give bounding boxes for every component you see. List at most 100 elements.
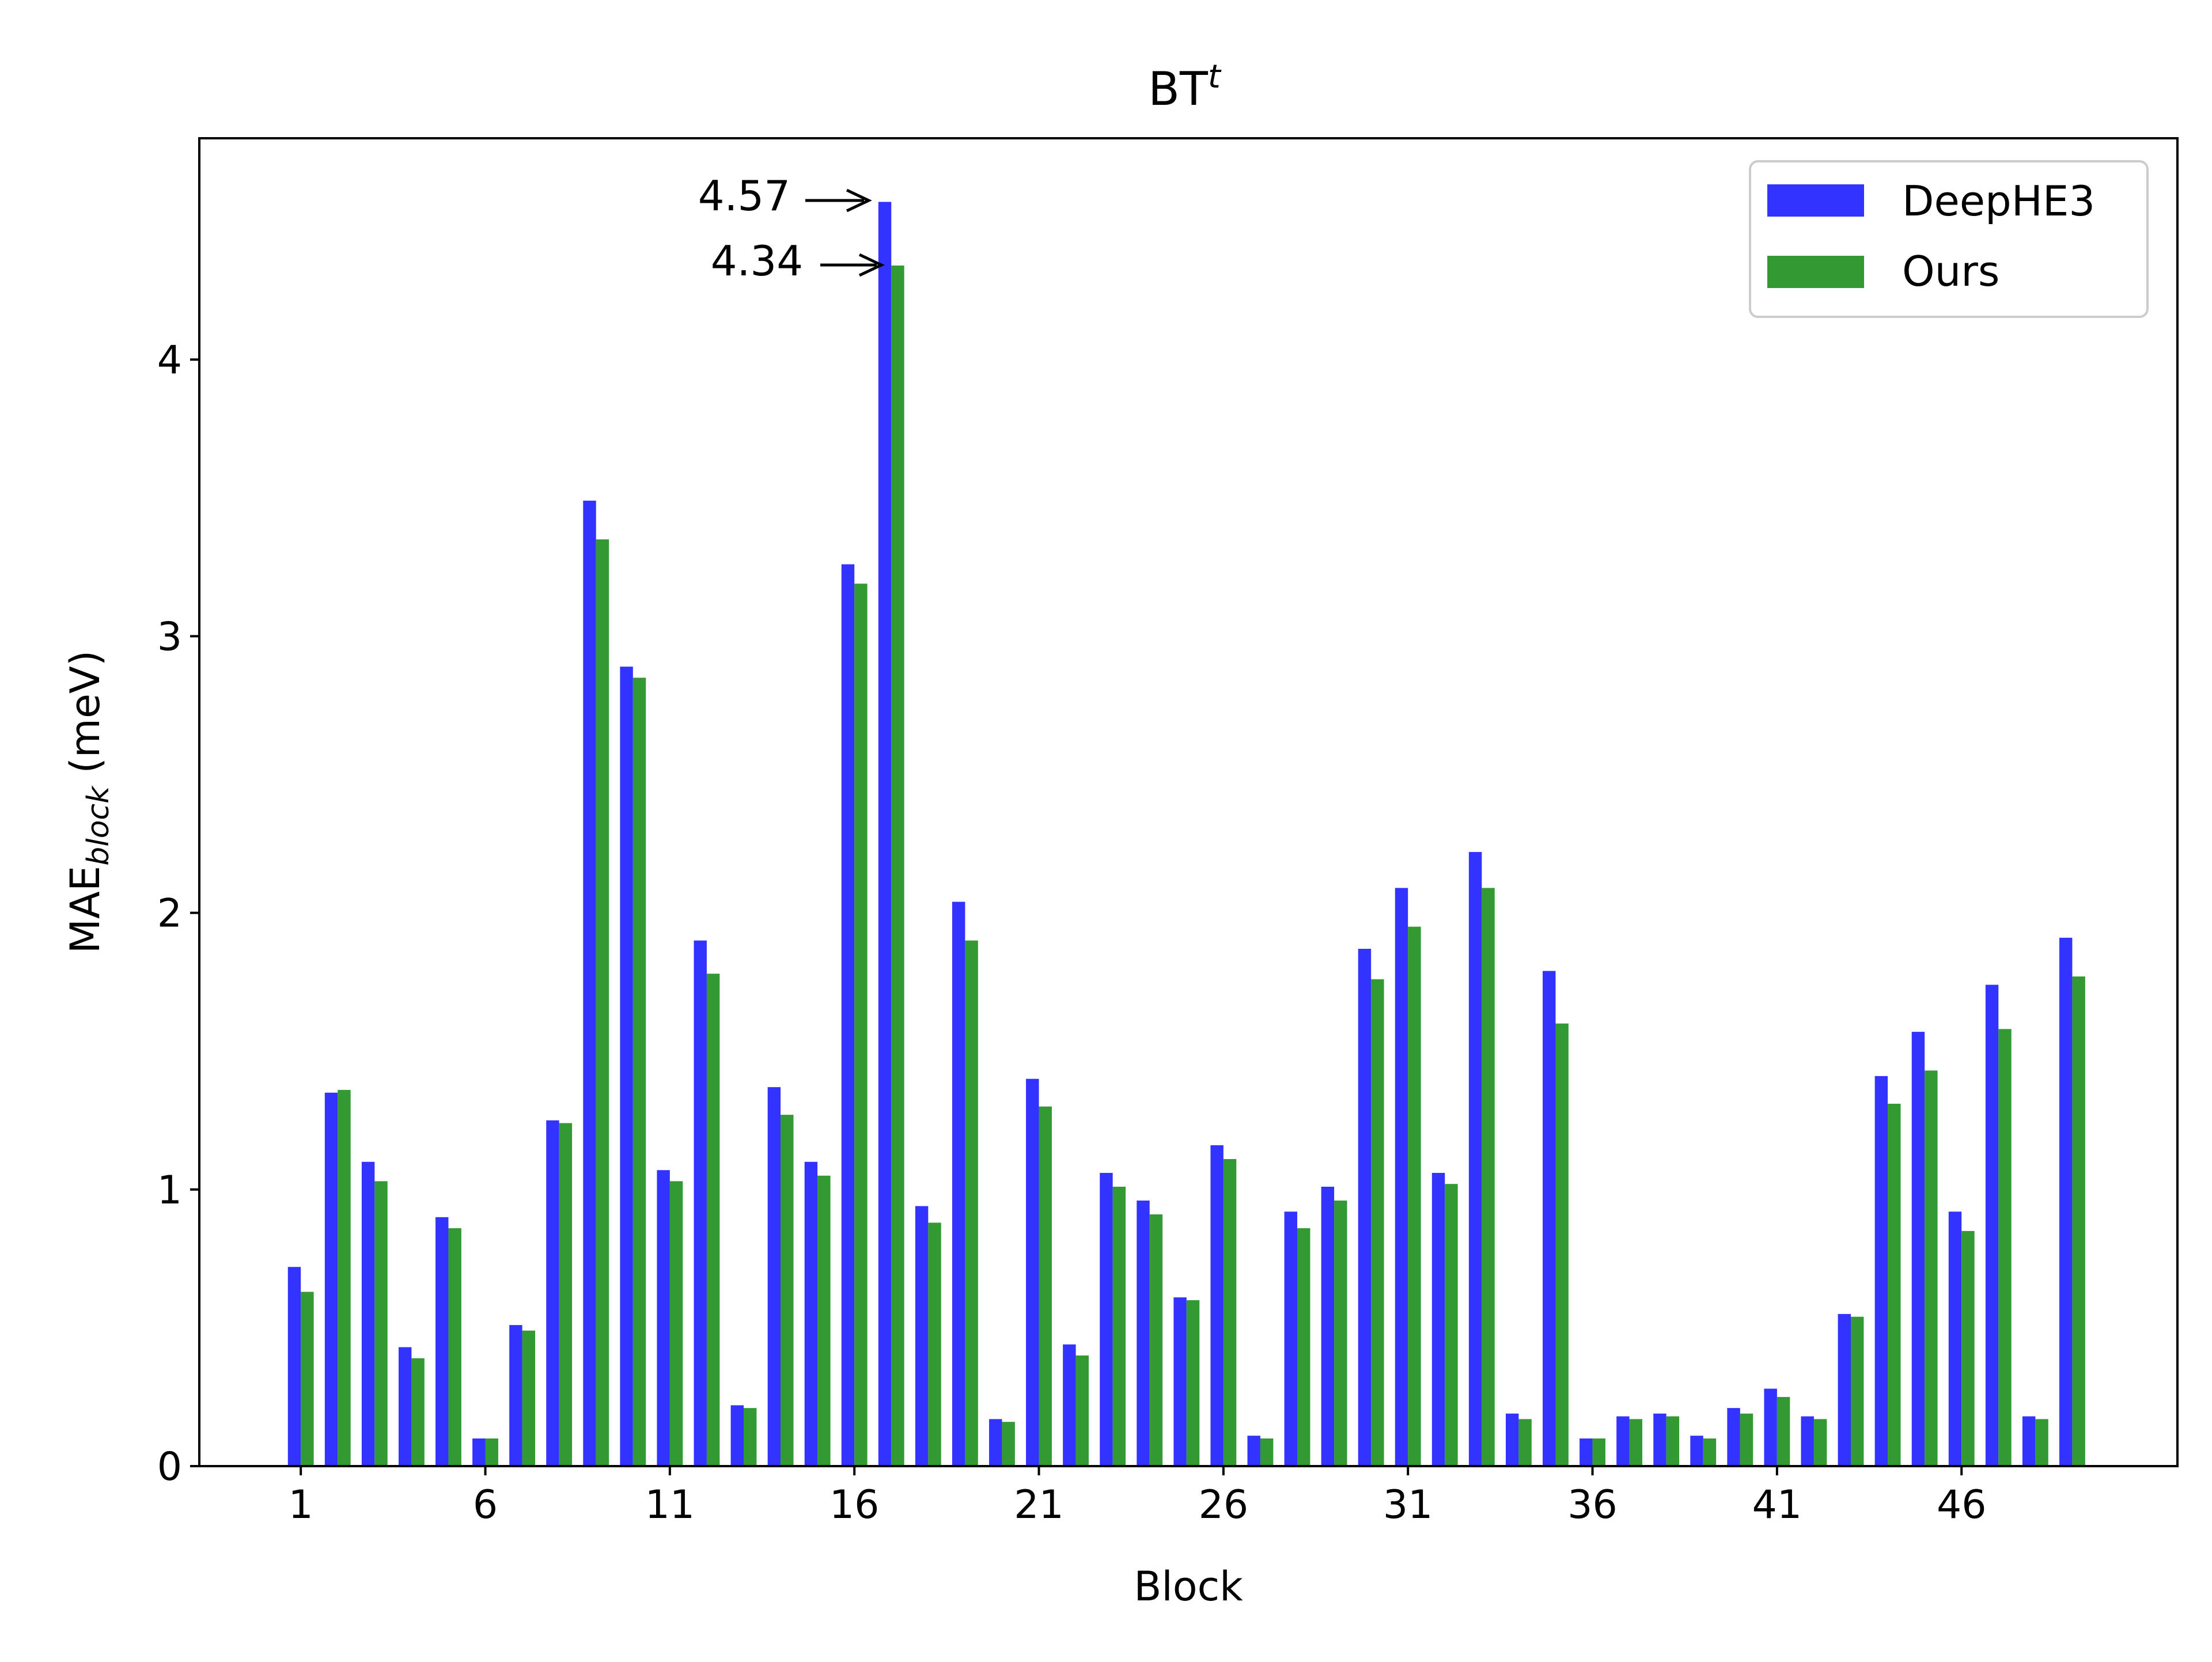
bar-deephe3-block-40 xyxy=(1727,1408,1740,1466)
bar-deephe3-block-9 xyxy=(583,501,596,1466)
bar-deephe3-block-48 xyxy=(2022,1416,2036,1466)
annotation-label-4-34: 4.34 xyxy=(711,237,803,285)
bar-deephe3-block-10 xyxy=(620,667,633,1466)
bar-deephe3-block-29 xyxy=(1321,1186,1335,1466)
legend: DeepHE3 Ours xyxy=(1749,160,2149,318)
bar-deephe3-block-43 xyxy=(1838,1313,1851,1466)
bar-deephe3-block-47 xyxy=(1985,985,1999,1466)
bar-deephe3-block-25 xyxy=(1173,1297,1187,1466)
legend-label-ours: Ours xyxy=(1902,247,1999,296)
bar-deephe3-block-15 xyxy=(804,1161,818,1466)
bar-ours-block-23 xyxy=(1112,1186,1126,1466)
bar-deephe3-block-21 xyxy=(1026,1078,1039,1466)
bar-deephe3-block-6 xyxy=(472,1438,486,1466)
bar-ours-block-32 xyxy=(1445,1184,1458,1466)
bar-deephe3-block-37 xyxy=(1616,1416,1630,1466)
bar-deephe3-block-30 xyxy=(1358,949,1372,1466)
bar-deephe3-block-31 xyxy=(1395,888,1408,1466)
y-tick-label-2: 2 xyxy=(157,891,182,937)
bar-ours-block-30 xyxy=(1371,979,1384,1466)
chart-title-superscript: t xyxy=(1208,58,1222,96)
bar-deephe3-block-46 xyxy=(1948,1212,1962,1466)
bar-ours-block-15 xyxy=(817,1175,831,1466)
bar-ours-block-40 xyxy=(1740,1413,1753,1466)
x-tick-label-6: 6 xyxy=(473,1482,498,1528)
x-tick-label-31: 31 xyxy=(1383,1482,1433,1528)
bar-deephe3-block-4 xyxy=(398,1347,412,1466)
y-axis-label-main: MAE xyxy=(62,866,109,954)
bar-ours-block-4 xyxy=(411,1358,425,1466)
bar-ours-block-29 xyxy=(1334,1201,1347,1466)
bar-ours-block-17 xyxy=(891,265,904,1467)
bars-layer xyxy=(287,202,2085,1467)
bar-ours-block-3 xyxy=(374,1181,388,1466)
bar-ours-block-25 xyxy=(1186,1300,1200,1467)
bar-ours-block-43 xyxy=(1851,1316,1864,1466)
y-axis-label-subscript: block xyxy=(81,785,116,866)
bar-deephe3-block-23 xyxy=(1100,1172,1113,1466)
chart-title-main: BT xyxy=(1148,62,1209,116)
bar-ours-block-13 xyxy=(743,1408,757,1466)
x-tick-label-21: 21 xyxy=(1014,1482,1064,1528)
bar-ours-block-47 xyxy=(1998,1029,2012,1466)
annotation-ours-peak: 4.34 xyxy=(711,237,885,285)
bar-ours-block-28 xyxy=(1297,1228,1310,1466)
bar-deephe3-block-24 xyxy=(1137,1201,1150,1466)
bar-deephe3-block-22 xyxy=(1063,1344,1076,1466)
bar-ours-block-20 xyxy=(1002,1422,1015,1466)
bar-ours-block-11 xyxy=(669,1181,683,1466)
y-axis-label: MAEblock (meV) xyxy=(62,650,116,954)
bar-deephe3-block-36 xyxy=(1580,1438,1593,1466)
bar-ours-block-48 xyxy=(2035,1419,2048,1466)
bar-ours-block-44 xyxy=(1888,1103,1901,1466)
bar-deephe3-block-7 xyxy=(509,1325,522,1466)
bar-deephe3-block-20 xyxy=(989,1419,1002,1466)
bar-ours-block-5 xyxy=(448,1228,461,1466)
bar-ours-block-49 xyxy=(2072,976,2085,1466)
annotation-arrowhead-4-34 xyxy=(858,253,885,277)
bar-ours-block-7 xyxy=(522,1330,536,1466)
bar-ours-block-19 xyxy=(965,940,978,1466)
annotation-arrowhead-4-57 xyxy=(846,188,872,213)
bar-ours-block-21 xyxy=(1039,1106,1052,1466)
bar-ours-block-39 xyxy=(1703,1438,1717,1466)
bar-ours-block-22 xyxy=(1075,1355,1089,1466)
bar-deephe3-block-13 xyxy=(730,1405,744,1466)
bar-deephe3-block-1 xyxy=(287,1267,301,1466)
y-tick-label-4: 4 xyxy=(157,338,182,383)
bar-ours-block-41 xyxy=(1777,1396,1790,1466)
bar-deephe3-block-38 xyxy=(1653,1413,1666,1466)
bar-deephe3-block-16 xyxy=(841,564,855,1466)
bar-ours-block-8 xyxy=(559,1123,573,1466)
plot-frame xyxy=(198,137,2179,1467)
bar-deephe3-block-33 xyxy=(1468,851,1482,1466)
bar-ours-block-34 xyxy=(1518,1419,1532,1466)
bar-ours-block-9 xyxy=(596,539,609,1466)
x-tick-label-41: 41 xyxy=(1752,1482,1802,1528)
bar-ours-block-6 xyxy=(485,1438,498,1466)
bar-deephe3-block-44 xyxy=(1874,1076,1888,1466)
bar-ours-block-24 xyxy=(1149,1214,1163,1466)
bar-ours-block-16 xyxy=(854,584,868,1466)
bar-ours-block-27 xyxy=(1260,1438,1274,1466)
legend-label-deephe3: DeepHE3 xyxy=(1902,177,2095,225)
bar-ours-block-14 xyxy=(781,1115,794,1466)
bar-deephe3-block-8 xyxy=(546,1120,559,1466)
annotation-label-4-57: 4.57 xyxy=(698,172,790,220)
x-tick-label-36: 36 xyxy=(1567,1482,1618,1528)
bar-ours-block-45 xyxy=(1925,1070,1938,1466)
x-axis-ticks: 1 6 11 16 21 26 31 36 41 46 xyxy=(289,1466,1986,1528)
bar-deephe3-block-3 xyxy=(361,1161,375,1466)
legend-swatch-ours xyxy=(1767,256,1864,288)
bar-ours-block-33 xyxy=(1482,888,1495,1466)
bar-ours-block-26 xyxy=(1223,1159,1237,1466)
bar-ours-block-38 xyxy=(1666,1416,1680,1466)
x-tick-label-1: 1 xyxy=(289,1482,313,1528)
bar-deephe3-block-11 xyxy=(657,1170,670,1466)
bar-ours-block-1 xyxy=(301,1292,314,1466)
bar-deephe3-block-19 xyxy=(952,902,965,1467)
bar-ours-block-35 xyxy=(1555,1023,1569,1466)
legend-swatch-deephe3 xyxy=(1767,184,1864,217)
